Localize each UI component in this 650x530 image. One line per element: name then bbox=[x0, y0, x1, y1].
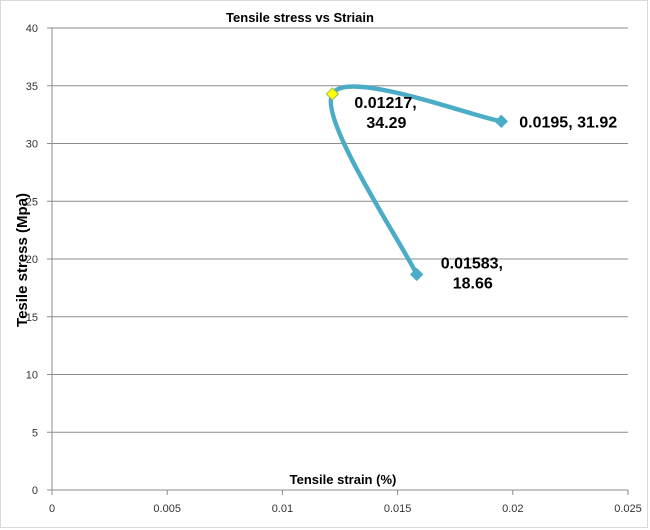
y-tick-label: 15 bbox=[26, 312, 38, 324]
data-label: 0.0195, 31.92 bbox=[519, 114, 617, 131]
data-label: 18.66 bbox=[453, 275, 493, 292]
y-tick-label: 20 bbox=[26, 254, 38, 266]
x-tick-label: 0.005 bbox=[153, 503, 181, 515]
x-axis-title: Tensile strain (%) bbox=[290, 472, 397, 487]
x-tick-label: 0.01 bbox=[272, 503, 293, 515]
chart-title: Tensile stress vs Striain bbox=[226, 10, 374, 25]
series-line bbox=[328, 84, 504, 277]
data-label: 0.01583, bbox=[441, 255, 503, 272]
x-tick-label: 0.015 bbox=[384, 503, 412, 515]
y-tick-label: 35 bbox=[26, 81, 38, 93]
data-point bbox=[410, 267, 424, 282]
y-tick-label: 10 bbox=[26, 370, 38, 382]
data-point bbox=[494, 114, 508, 129]
y-tick-label: 0 bbox=[32, 485, 38, 497]
x-tick-label: 0.025 bbox=[614, 503, 642, 515]
y-axis-title: Tesile stress (Mpa) bbox=[14, 193, 31, 327]
data-label: 34.29 bbox=[366, 115, 406, 132]
y-tick-label: 25 bbox=[26, 196, 38, 208]
y-tick-label: 5 bbox=[32, 427, 38, 439]
x-tick-label: 0.02 bbox=[502, 503, 523, 515]
data-point bbox=[325, 87, 340, 101]
data-label: 0.01217, bbox=[354, 95, 416, 112]
x-tick-label: 0 bbox=[49, 503, 55, 515]
y-tick-label: 40 bbox=[26, 23, 38, 35]
y-tick-label: 30 bbox=[26, 139, 38, 151]
